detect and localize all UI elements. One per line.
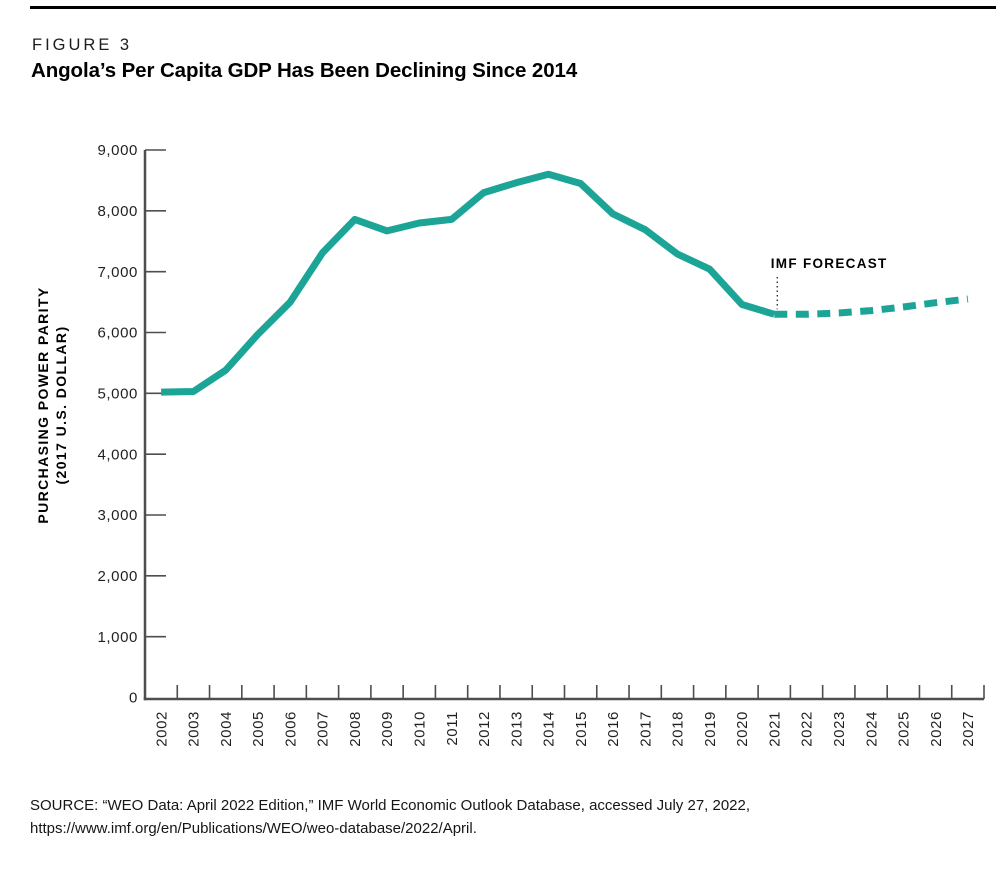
source-note: SOURCE: “WEO Data: April 2022 Edition,” …	[30, 795, 960, 840]
x-year-label: 2015	[573, 711, 590, 747]
x-year-label: 2006	[282, 711, 299, 747]
y-tick-label: 1,000	[97, 629, 138, 646]
x-year-label: 2002	[153, 711, 170, 747]
x-year-label: 2022	[799, 711, 816, 747]
y-tick-label: 4,000	[97, 446, 138, 463]
x-year-label: 2013	[508, 711, 525, 747]
x-year-label: 2019	[702, 711, 719, 747]
y-tick-label: 6,000	[97, 325, 138, 342]
y-tick-label: 9,000	[97, 142, 138, 159]
y-tick-label: 2,000	[97, 568, 138, 585]
y-axis-title-line1: PURCHASING POWER PARITY	[35, 286, 51, 523]
y-tick-label: 3,000	[97, 507, 138, 524]
source-line-2: https://www.imf.org/en/Publications/WEO/…	[30, 819, 477, 837]
x-year-label: 2016	[605, 711, 622, 747]
figure-title: Angola’s Per Capita GDP Has Been Declini…	[31, 59, 578, 82]
x-year-label: 2018	[670, 711, 687, 747]
x-year-label: 2021	[766, 711, 783, 747]
x-year-label: 2004	[218, 711, 235, 747]
x-year-label: 2017	[637, 711, 654, 747]
imf-forecast-label: IMF FORECAST	[771, 256, 888, 271]
y-tick-label: 8,000	[97, 203, 138, 220]
x-year-label: 2026	[928, 711, 945, 747]
x-year-label: 2012	[476, 711, 493, 747]
x-year-label: 2014	[541, 711, 558, 747]
y-tick-label: 7,000	[97, 264, 138, 281]
x-year-label: 2011	[444, 711, 461, 746]
x-year-label: 2025	[896, 711, 913, 747]
top-rule	[30, 6, 996, 9]
y-tick-label: 5,000	[97, 386, 138, 403]
source-line-1: SOURCE: “WEO Data: April 2022 Edition,” …	[30, 797, 751, 814]
gdp-line-solid	[161, 170, 776, 396]
x-year-label: 2005	[250, 711, 267, 747]
x-year-label: 2003	[186, 711, 203, 747]
x-year-label: 2020	[734, 711, 751, 747]
x-year-label: 2010	[411, 711, 428, 747]
x-year-label: 2024	[863, 711, 880, 747]
gdp-line-forecast-dashed	[774, 295, 969, 318]
figure-label: FIGURE 3	[32, 36, 133, 54]
x-year-label: 2027	[960, 711, 977, 747]
x-year-label: 2023	[831, 711, 848, 747]
x-year-label: 2009	[379, 711, 396, 747]
y-tick-label: 0	[129, 690, 138, 707]
y-axis-title-line2: (2017 U.S. DOLLAR)	[53, 326, 69, 485]
x-year-label: 2008	[347, 711, 364, 747]
x-year-label: 2007	[315, 711, 332, 747]
